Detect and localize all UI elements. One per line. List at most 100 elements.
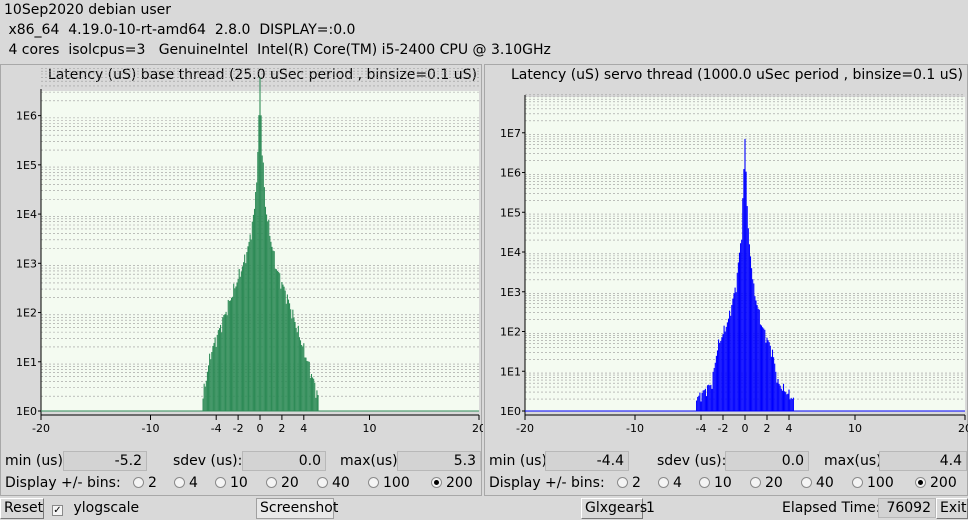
base-bins-label: Display +/- bins:: [5, 475, 121, 491]
base-bar: [276, 270, 279, 411]
servo-max-value: 4.4: [879, 451, 967, 471]
servo-ytick-label: 1E0: [500, 405, 521, 418]
servo-bins-option-40[interactable]: 40: [801, 475, 834, 491]
servo-bar: [764, 329, 766, 411]
servo-bins-option-20[interactable]: 20: [750, 475, 783, 491]
base-bar: [302, 346, 304, 411]
servo-bins-radio-2[interactable]: [617, 477, 628, 488]
base-bar: [252, 214, 254, 411]
base-bar: [205, 380, 207, 411]
base-bins-radio-100[interactable]: [368, 477, 379, 488]
reset-button[interactable]: Reset: [0, 498, 44, 519]
servo-bar: [792, 397, 794, 411]
ylogscale-toggle[interactable]: ✓ ylogscale: [52, 500, 139, 516]
base-bins-radio-20[interactable]: [266, 477, 277, 488]
base-bins-option-2[interactable]: 2: [133, 475, 157, 491]
servo-bar: [722, 334, 724, 411]
base-bar: [247, 246, 249, 411]
servo-bins-radio-40[interactable]: [801, 477, 812, 488]
servo-bins-radio-10[interactable]: [699, 477, 710, 488]
exit-button[interactable]: Exit: [936, 498, 968, 519]
servo-bar: [746, 206, 748, 411]
servo-bins-option-4[interactable]: 4: [658, 475, 682, 491]
base-bins-radio-4[interactable]: [174, 477, 185, 488]
base-bar: [290, 309, 292, 411]
servo-bar: [777, 378, 779, 411]
base-bins-option-10[interactable]: 10: [215, 475, 248, 491]
base-bins-radio-40[interactable]: [317, 477, 328, 488]
servo-bar: [749, 256, 752, 411]
base-bins-radio-200[interactable]: [431, 477, 442, 488]
base-bins-option-200[interactable]: 200: [431, 475, 473, 491]
servo-sdev-value: 0.0: [725, 451, 809, 471]
base-bar: [257, 151, 259, 411]
servo-bins-option-10[interactable]: 10: [699, 475, 732, 491]
base-bar: [238, 268, 240, 411]
glxgears-button[interactable]: Glxgears: [581, 498, 647, 519]
base-bar: [280, 288, 282, 411]
base-xtick-label: 2: [278, 422, 285, 435]
base-bar: [235, 286, 237, 411]
screenshot-button[interactable]: Screenshot: [256, 498, 338, 519]
servo-bins-radio-200[interactable]: [915, 477, 926, 488]
elapsed-time-value: 76092: [878, 498, 936, 518]
base-bar: [203, 383, 205, 411]
base-bar: [316, 390, 318, 411]
base-bins-option-20[interactable]: 20: [266, 475, 299, 491]
base-bar: [274, 268, 276, 411]
base-bar: [215, 346, 217, 411]
servo-bins-radio-100[interactable]: [852, 477, 863, 488]
servo-bins-radio-4[interactable]: [658, 477, 669, 488]
servo-xtick-label: -2: [718, 422, 729, 435]
base-bar: [303, 343, 305, 411]
servo-bar: [741, 239, 743, 411]
servo-bar: [768, 342, 770, 411]
base-bins-radio-10[interactable]: [215, 477, 226, 488]
servo-xtick-label: -20: [516, 422, 534, 435]
servo-xtick-label: -4: [696, 422, 707, 435]
servo-bins-option-200[interactable]: 200: [915, 475, 957, 491]
base-xtick-label: -2: [233, 422, 244, 435]
servo-bins-option-2[interactable]: 2: [617, 475, 641, 491]
servo-bar: [747, 228, 749, 411]
base-bar: [295, 327, 297, 411]
date-user-line: 10Sep2020 debian user: [4, 2, 171, 18]
base-bar: [307, 361, 309, 411]
base-bar: [279, 273, 281, 411]
ylogscale-checkbox[interactable]: ✓: [52, 505, 63, 516]
base-bar: [202, 398, 204, 411]
base-bar: [298, 337, 300, 411]
servo-bar: [786, 394, 788, 411]
base-bar: [286, 294, 288, 411]
base-ytick-label: 1E3: [16, 257, 37, 270]
base-bar: [225, 311, 227, 411]
servo-bar: [778, 383, 780, 411]
servo-bar: [780, 388, 782, 411]
servo-bar: [748, 244, 750, 411]
base-bar: [251, 221, 253, 411]
servo-bins-option-100[interactable]: 100: [852, 475, 894, 491]
base-bins-radio-2[interactable]: [133, 477, 144, 488]
base-ytick-label: 1E4: [16, 208, 37, 221]
glxgears-count: 1: [646, 500, 655, 516]
servo-max-label: max(us): [824, 453, 882, 469]
servo-bar: [753, 283, 755, 411]
base-bar: [284, 290, 286, 411]
servo-bins-radio-20[interactable]: [750, 477, 761, 488]
base-bar: [216, 334, 218, 411]
servo-bar: [756, 305, 758, 411]
base-bins-option-40[interactable]: 40: [317, 475, 350, 491]
base-bins-option-label: 2: [148, 475, 157, 491]
base-bins-option-100[interactable]: 100: [368, 475, 410, 491]
servo-bar: [699, 392, 701, 411]
base-bins-option-label: 200: [446, 475, 473, 491]
base-bar: [296, 332, 298, 411]
base-bar: [317, 395, 319, 411]
servo-bar: [731, 305, 733, 411]
servo-bar: [725, 326, 727, 411]
base-bins-option-4[interactable]: 4: [174, 475, 198, 491]
base-bar: [224, 314, 226, 411]
base-sdev-label: sdev (us):: [173, 453, 243, 469]
base-bar: [313, 378, 315, 411]
servo-bar: [773, 357, 775, 411]
